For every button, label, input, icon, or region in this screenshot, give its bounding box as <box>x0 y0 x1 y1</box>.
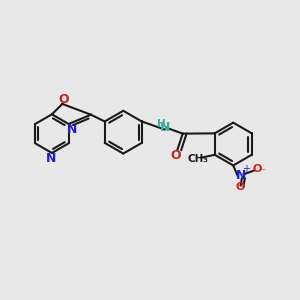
Text: H: H <box>157 119 165 129</box>
Text: N: N <box>160 121 171 134</box>
Text: ⁻: ⁻ <box>259 167 265 177</box>
Text: N: N <box>67 123 77 136</box>
Text: CH₃: CH₃ <box>187 154 208 164</box>
Text: O: O <box>236 182 245 192</box>
Text: N: N <box>46 152 56 165</box>
Text: +: + <box>242 164 250 174</box>
Text: O: O <box>252 164 262 174</box>
Text: O: O <box>58 93 69 106</box>
Text: O: O <box>170 149 181 162</box>
Text: N: N <box>236 169 246 182</box>
